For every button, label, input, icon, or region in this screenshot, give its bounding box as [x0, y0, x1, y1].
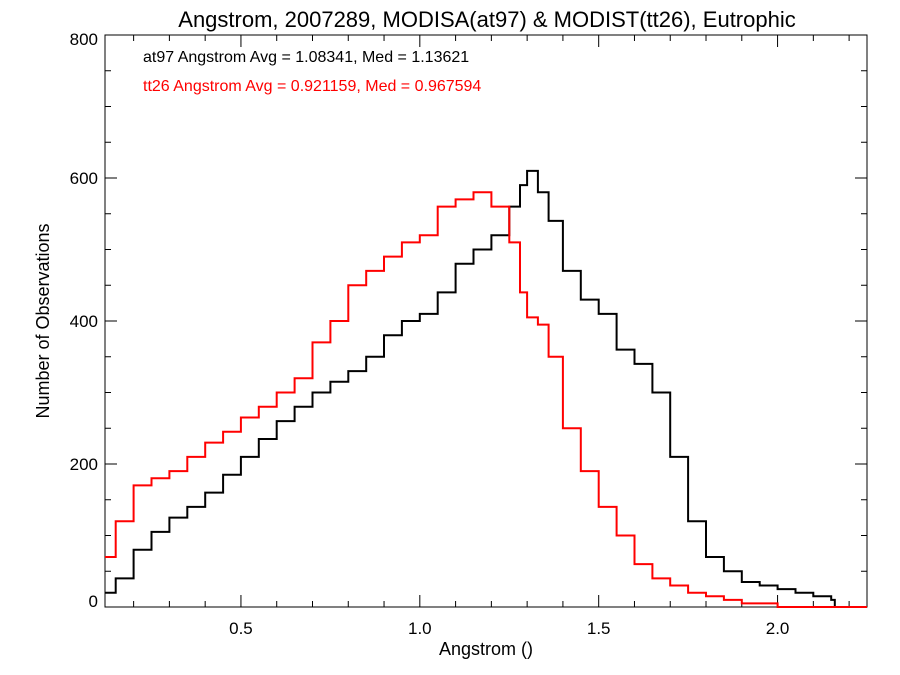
x-tick-label: 1.0 — [408, 619, 432, 638]
y-tick-label: 600 — [70, 169, 98, 188]
x-axis-label: Angstrom () — [439, 639, 533, 659]
annotation-at97: at97 Angstrom Avg = 1.08341, Med = 1.136… — [143, 49, 469, 66]
x-tick-label: 2.0 — [766, 619, 790, 638]
annotation-tt26: tt26 Angstrom Avg = 0.921159, Med = 0.96… — [143, 78, 481, 95]
chart-title: Angstrom, 2007289, MODISA(at97) & MODIST… — [178, 7, 795, 32]
y-tick-label: 200 — [70, 455, 98, 474]
y-axis: 0 200 400 600 800 — [70, 30, 867, 611]
plot-frame — [104, 34, 868, 608]
x-tick-label: 1.5 — [587, 619, 611, 638]
y-tick-label: 800 — [70, 30, 98, 49]
x-tick-label: 0.5 — [229, 619, 253, 638]
y-tick-label: 400 — [70, 312, 98, 331]
y-axis-label: Number of Observations — [33, 223, 53, 418]
x-axis: 0.5 1.0 1.5 2.0 — [133, 35, 850, 638]
y-tick-label: 0 — [89, 592, 98, 611]
series-line-1 — [105, 191, 867, 608]
series-group — [105, 169, 867, 608]
series-line-0 — [105, 169, 867, 608]
